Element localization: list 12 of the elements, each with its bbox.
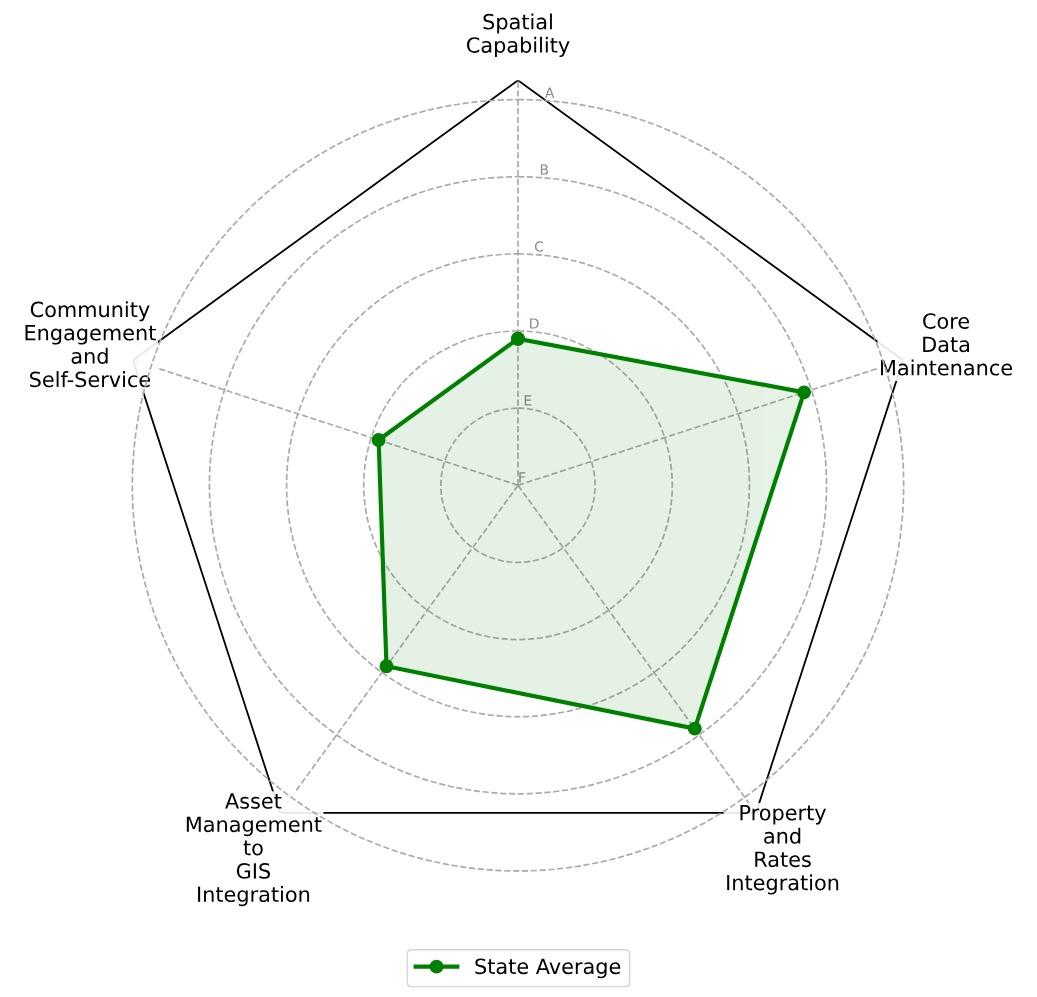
y-tick-label: A [544, 87, 555, 98]
legend-label: State Average [475, 958, 621, 979]
spoke-label: Community Engagement and Self-Service [25, 301, 156, 388]
spoke-label: Core Data Maintenance [881, 313, 1013, 376]
y-tick-label: C [534, 241, 544, 252]
spoke-label: Asset Management to GIS Integration [186, 793, 322, 907]
y-tick-label: E [524, 395, 532, 406]
spoke-label: Spatial Capability [466, 13, 570, 57]
y-tick-label: F [519, 472, 526, 483]
y-tick-label: D [530, 318, 539, 329]
y-tick-label: B [540, 164, 549, 175]
spoke-label: Property and Rates Integration [727, 804, 839, 895]
